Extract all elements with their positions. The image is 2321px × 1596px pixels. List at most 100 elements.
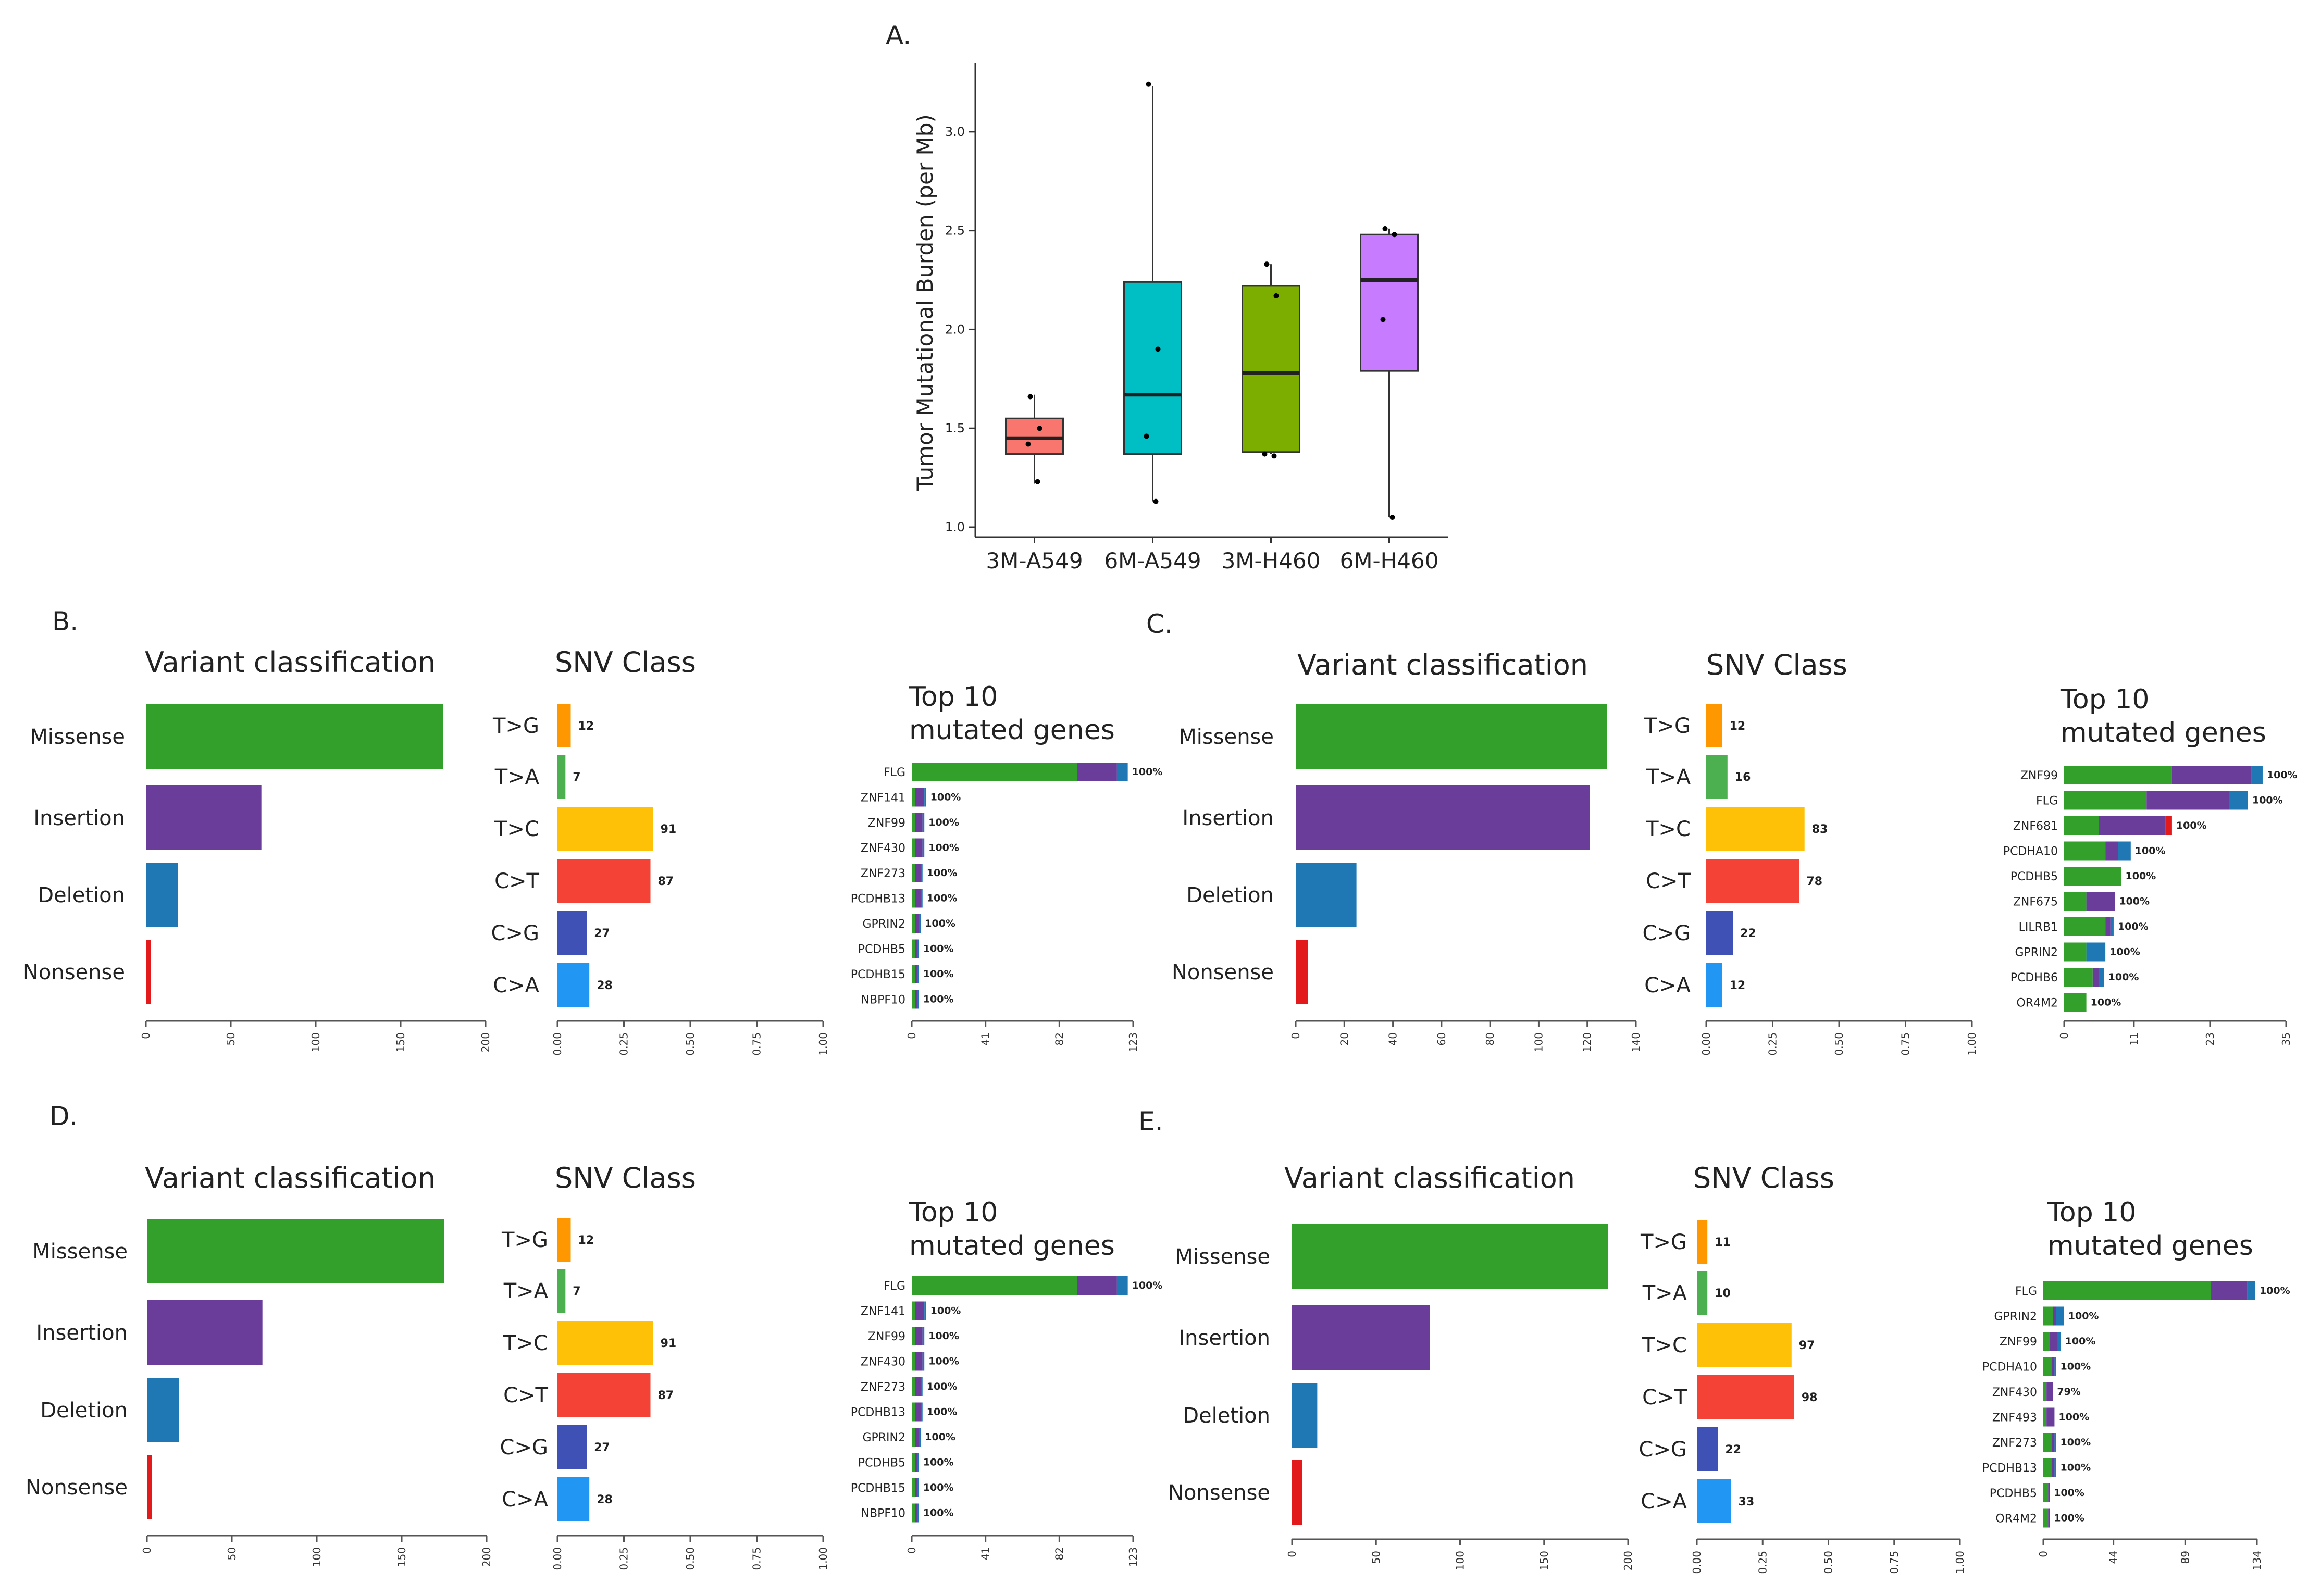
snv-count-label: 27 — [594, 1441, 610, 1454]
snv-x-tick-label: 0.75 — [751, 1032, 763, 1056]
gene-bar-segment — [917, 1453, 919, 1472]
x-tick-label-a: 3M-A549 — [986, 548, 1083, 573]
gene-label: ZNF99 — [2000, 1336, 2037, 1349]
gene-bar-segment — [912, 1428, 915, 1447]
gene-percent-label: 100% — [2109, 946, 2140, 958]
panel-label: C. — [1146, 609, 1173, 639]
gene-percent-label: 100% — [930, 792, 961, 803]
genes-x-tick-label: 0 — [905, 1547, 918, 1554]
snv-count-label: 87 — [658, 875, 674, 888]
gene-bar-segment — [2048, 1483, 2050, 1502]
gene-bar-segment — [2043, 1407, 2047, 1427]
snv-x-tick-label: 1.00 — [817, 1547, 829, 1570]
gene-bar-segment — [2048, 1508, 2050, 1528]
snv-count-label: 91 — [661, 1337, 677, 1350]
snv-label: T>G — [492, 714, 539, 738]
variant-x-tick-label: 150 — [395, 1547, 408, 1567]
genes-x-tick-label: 82 — [1053, 1032, 1065, 1045]
gene-bar-segment — [2054, 1357, 2056, 1376]
variant-label: Deletion — [1186, 883, 1274, 907]
snv-count-label: 12 — [578, 1234, 594, 1247]
gene-label: ZNF99 — [868, 817, 905, 830]
genes-x-tick-label: 89 — [2179, 1551, 2191, 1564]
gene-bar-segment — [919, 914, 921, 933]
gene-bar-segment — [915, 1327, 923, 1345]
variant-classification-title: Variant classification — [145, 646, 436, 679]
gene-bar-segment — [917, 990, 919, 1009]
gene-percent-label: 100% — [2252, 795, 2283, 806]
gene-label: ZNF273 — [861, 867, 905, 880]
panel-label: E. — [1138, 1106, 1163, 1137]
gene-percent-label: 100% — [2126, 870, 2156, 882]
gene-bar-segment — [917, 965, 919, 983]
gene-bar-segment — [2165, 816, 2172, 835]
gene-percent-label: 100% — [2108, 971, 2139, 983]
gene-bar-segment — [2054, 1433, 2056, 1452]
genes-x-tick-label: 23 — [2204, 1032, 2216, 1045]
variant-bar-deletion — [1296, 863, 1357, 927]
genes-title-line1: Top 10 — [2047, 1197, 2136, 1228]
variant-x-tick-label: 100 — [1532, 1032, 1545, 1052]
gene-percent-label: 100% — [928, 842, 959, 854]
gene-label: GPRIN2 — [862, 1431, 905, 1444]
gene-bar-segment — [922, 838, 925, 857]
genes-x-tick-label: 11 — [2128, 1032, 2140, 1045]
gene-label: ZNF99 — [2020, 769, 2058, 782]
gene-bar-segment — [912, 939, 915, 958]
gene-bar-segment — [912, 914, 915, 933]
variant-bar-nonsense — [146, 940, 151, 1004]
snv-label: T>A — [494, 765, 540, 789]
gene-label: GPRIN2 — [1994, 1311, 2037, 1324]
snv-label: C>A — [493, 974, 539, 998]
y-tick-label-a: 2.5 — [945, 223, 965, 238]
gene-bar-segment — [2064, 942, 2087, 962]
variant-bar-missense — [1292, 1224, 1608, 1289]
snv-bar — [1697, 1271, 1708, 1315]
snv-bar — [557, 1425, 587, 1469]
variant-x-tick-label: 0 — [141, 1547, 153, 1554]
snv-bar — [1706, 807, 1805, 851]
gene-bar-segment — [2056, 1306, 2064, 1326]
genes-x-tick-label: 0 — [905, 1032, 918, 1039]
gene-percent-label: 79% — [2057, 1386, 2080, 1398]
gene-bar-segment — [915, 1301, 925, 1320]
genes-title-line1: Top 10 — [909, 681, 998, 713]
snv-class-title: SNV Class — [555, 1162, 696, 1194]
gene-label: GPRIN2 — [862, 918, 905, 931]
snv-count-label: 83 — [1812, 823, 1828, 836]
variant-x-tick-label: 100 — [309, 1032, 322, 1052]
x-tick-label-a: 6M-A549 — [1104, 548, 1201, 573]
snv-count-label: 91 — [661, 823, 677, 836]
snv-bar — [557, 1321, 653, 1365]
variant-x-tick-label: 200 — [480, 1547, 493, 1567]
snv-bar — [1706, 704, 1722, 747]
genes-x-tick-label: 134 — [2251, 1551, 2263, 1570]
snv-bar — [557, 1269, 566, 1313]
gene-bar-segment — [2064, 968, 2093, 987]
snv-bar — [557, 807, 653, 851]
gene-bar-segment — [915, 1402, 921, 1422]
gene-label: PCDHB5 — [1990, 1487, 2037, 1500]
snv-x-tick-label: 0.00 — [1700, 1032, 1712, 1056]
gene-percent-label: 100% — [923, 1482, 954, 1493]
snv-bar — [1706, 911, 1733, 955]
snv-x-tick-label: 0.25 — [618, 1032, 630, 1056]
snv-label: T>C — [494, 817, 539, 841]
data-point — [1153, 498, 1159, 504]
gene-label: LILRB1 — [2019, 921, 2058, 934]
gene-bar-segment — [912, 1377, 915, 1396]
snv-label: C>T — [494, 869, 539, 893]
gene-label: ZNF273 — [1992, 1437, 2037, 1450]
gene-bar-segment — [921, 1402, 923, 1422]
snv-label: T>G — [1640, 1230, 1687, 1254]
gene-bar-segment — [915, 788, 925, 807]
gene-bar-segment — [2064, 892, 2087, 911]
snv-bar — [557, 911, 587, 955]
variant-x-tick-label: 50 — [1370, 1551, 1382, 1564]
gene-label: PCDHB13 — [1982, 1462, 2037, 1475]
gene-bar-segment — [915, 990, 917, 1009]
variant-classification-title: Variant classification — [1284, 1162, 1575, 1194]
gene-label: PCDHB5 — [858, 1457, 905, 1470]
gene-percent-label: 100% — [925, 1431, 955, 1443]
gene-bar-segment — [915, 1453, 917, 1472]
